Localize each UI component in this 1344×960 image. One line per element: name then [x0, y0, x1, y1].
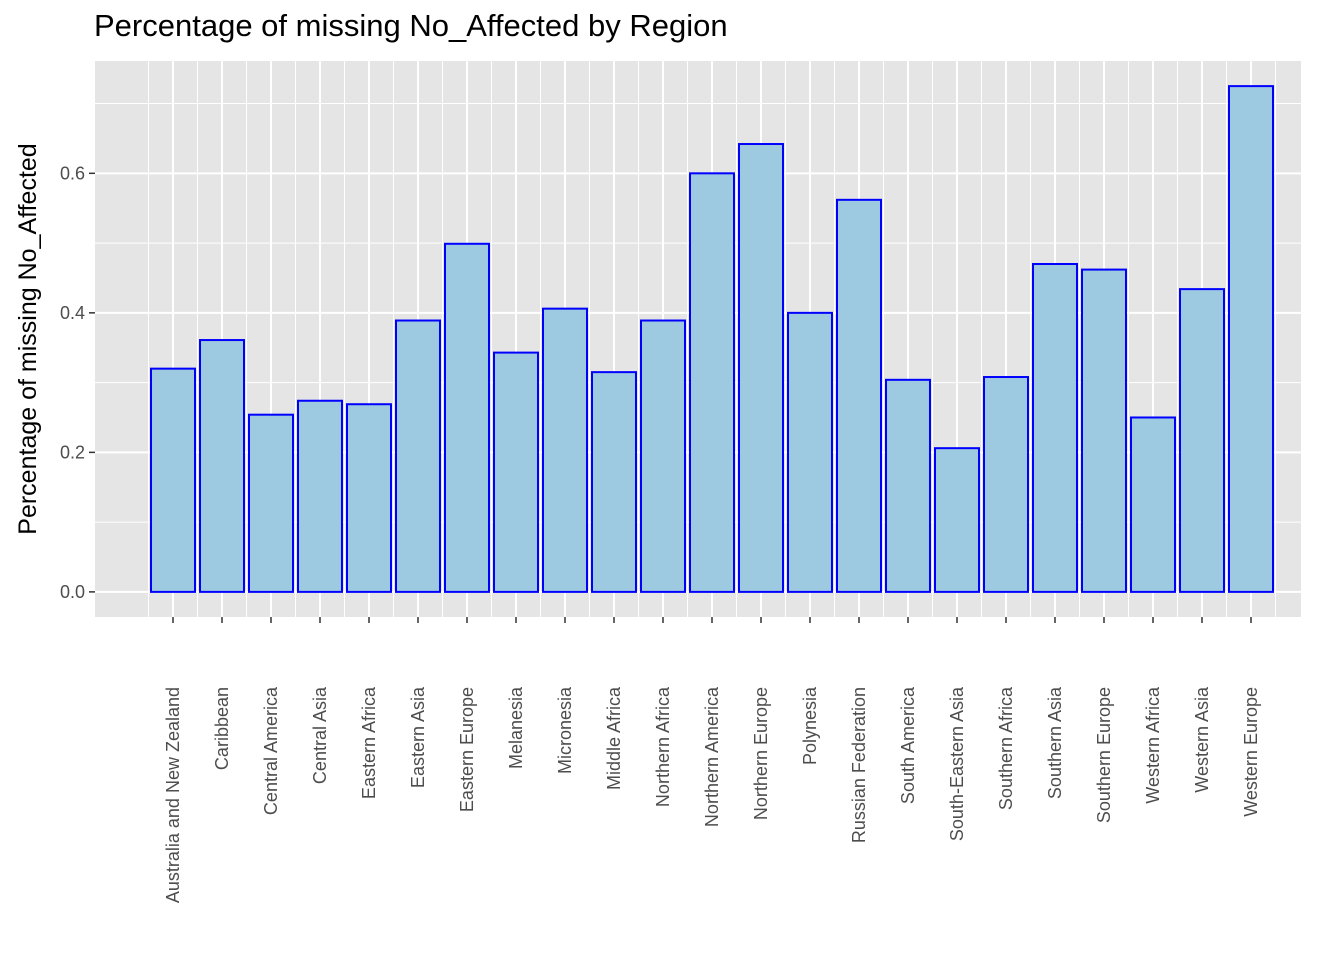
bar	[444, 242, 490, 593]
y-axis-title: Percentage of missing No_Affected	[14, 143, 42, 534]
bar	[934, 447, 980, 593]
x-tick-label: Australia and New Zealand	[163, 687, 183, 903]
x-tick-label: Polynesia	[800, 686, 820, 765]
x-tick-label: Western Africa	[1143, 686, 1163, 804]
bar	[493, 351, 539, 593]
bar	[640, 319, 686, 593]
x-tick-label: Caribbean	[212, 687, 232, 770]
bar	[199, 339, 245, 593]
x-tick-label: Central America	[261, 686, 281, 815]
x-tick-label: Western Europe	[1241, 687, 1261, 817]
bar	[1228, 85, 1274, 593]
bar	[591, 371, 637, 593]
bar	[297, 399, 343, 593]
bar	[150, 367, 196, 593]
y-tick-label: 0.6	[60, 163, 85, 183]
y-axis: 0.0 0.2 0.4 0.6	[60, 163, 95, 602]
x-tick-label: Melanesia	[506, 686, 526, 769]
x-axis: Australia and New Zealand Caribbean Centra…	[163, 617, 1261, 903]
x-tick-label: Eastern Africa	[359, 686, 379, 799]
bar	[1179, 288, 1225, 593]
y-tick-label: 0.4	[60, 303, 85, 323]
bar	[542, 307, 588, 593]
minor-gridlines-x	[148, 61, 1276, 617]
x-tick-label: Northern America	[702, 686, 722, 827]
x-tick-label: Northern Europe	[751, 687, 771, 820]
x-tick-label: Central Asia	[310, 686, 330, 784]
bar	[787, 311, 833, 593]
x-tick-label: South-Eastern Asia	[947, 686, 967, 841]
bar	[983, 376, 1029, 593]
y-tick-label: 0.0	[60, 582, 85, 602]
bar	[836, 198, 882, 593]
x-tick-label: Russian Federation	[849, 687, 869, 843]
bar	[346, 403, 392, 593]
y-tick-label: 0.2	[60, 442, 85, 462]
bar	[738, 143, 784, 593]
x-tick-label: Southern Africa	[996, 686, 1016, 810]
bar	[248, 413, 294, 593]
x-tick-label: South America	[898, 686, 918, 804]
x-tick-label: Micronesia	[555, 686, 575, 774]
bar	[1081, 268, 1127, 593]
bar	[395, 319, 441, 593]
x-tick-label: Northern Africa	[653, 686, 673, 807]
x-tick-label: Southern Europe	[1094, 687, 1114, 823]
chart-title: Percentage of missing No_Affected by Reg…	[94, 8, 728, 43]
bar	[689, 172, 735, 593]
bar	[1032, 263, 1078, 593]
bars	[150, 85, 1274, 593]
x-tick-label: Eastern Asia	[408, 686, 428, 788]
bar	[1130, 416, 1176, 593]
bar	[885, 378, 931, 593]
x-tick-label: Eastern Europe	[457, 687, 477, 812]
x-tick-label: Middle Africa	[604, 686, 624, 790]
x-tick-label: Southern Asia	[1045, 686, 1065, 799]
x-tick-label: Western Asia	[1192, 686, 1212, 793]
